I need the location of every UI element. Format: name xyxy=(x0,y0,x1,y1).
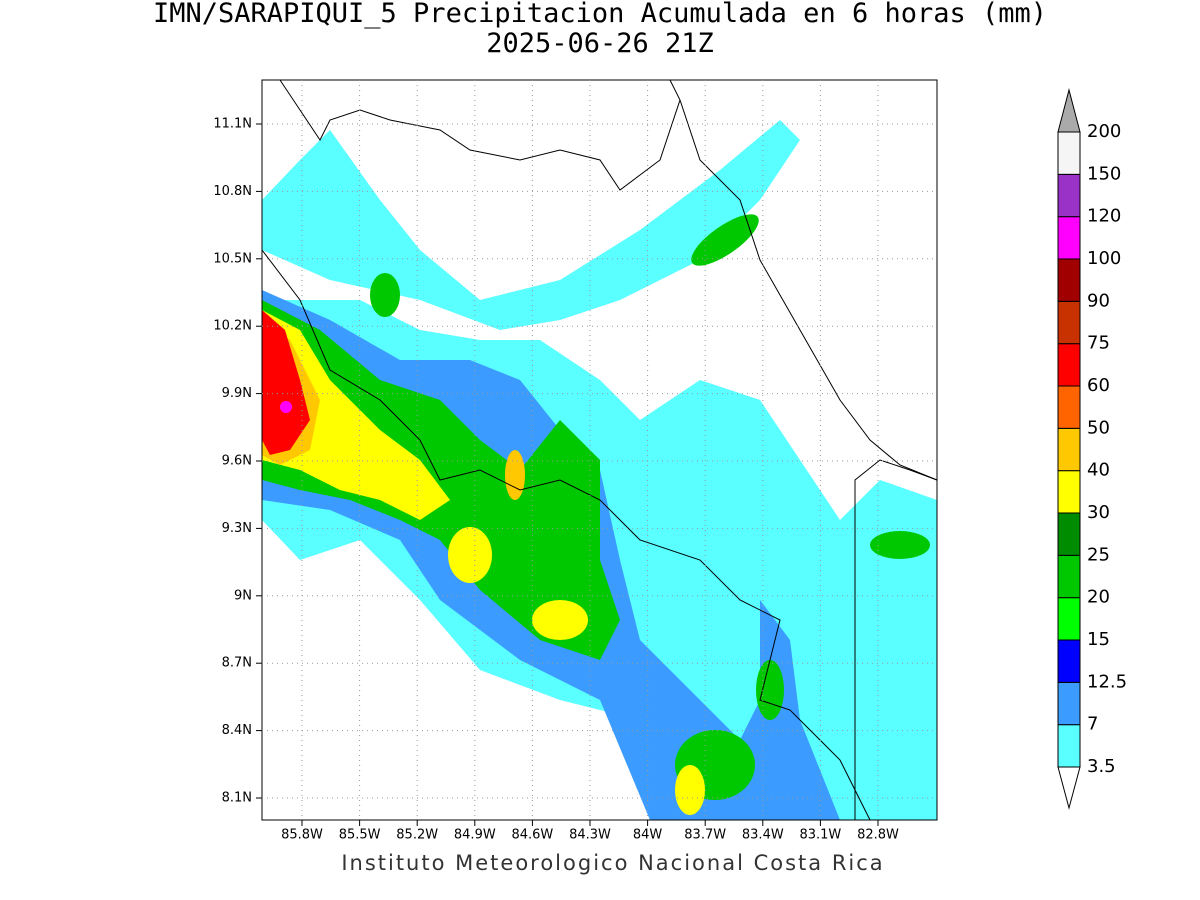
colorbar-label: 50 xyxy=(1087,417,1110,438)
lon-label: 84.6W xyxy=(511,828,553,843)
precip-area xyxy=(532,600,588,640)
coastline xyxy=(679,99,938,481)
lon-label: 84.9W xyxy=(454,828,496,843)
lon-label: 82.8W xyxy=(857,828,899,843)
subtitle: 2025-06-26 21Z xyxy=(486,28,714,59)
lon-label: 85.8W xyxy=(281,828,323,843)
colorbar-box xyxy=(1057,724,1081,768)
colorbar-low xyxy=(1057,766,1081,810)
lat-label: 9.3N xyxy=(222,521,252,536)
title: IMN/SARAPIQUI_5 Precipitacion Acumulada … xyxy=(153,0,1047,29)
coastline xyxy=(279,79,681,191)
colorbar-label: 200 xyxy=(1087,121,1121,142)
lon-label: 85.5W xyxy=(339,828,381,843)
precip-area xyxy=(756,660,784,720)
colorbar-label: 12.5 xyxy=(1087,671,1127,692)
lon-label: 83.4W xyxy=(742,828,784,843)
colorbar-label: 20 xyxy=(1087,587,1110,608)
precip-area xyxy=(262,120,800,330)
lon-label: 85.2W xyxy=(396,828,438,843)
colorbar-box xyxy=(1057,681,1081,726)
lat-label: 9.9N xyxy=(222,386,252,401)
map-frame xyxy=(261,79,938,821)
lat-label: 9.6N xyxy=(222,454,252,469)
precip-area xyxy=(280,401,292,413)
precip-area xyxy=(370,273,400,317)
colorbar-box xyxy=(1057,131,1081,175)
colorbar-box xyxy=(1057,343,1081,387)
colorbar-label: 90 xyxy=(1087,290,1110,311)
colorbar-box xyxy=(1057,300,1081,345)
precip-area xyxy=(262,310,450,520)
lat-label: 8.1N xyxy=(222,791,252,806)
colorbar-label: 120 xyxy=(1087,206,1121,227)
lat-label: 9N xyxy=(234,588,252,603)
lat-label: 10.2N xyxy=(213,319,252,334)
colorbar-label: 15 xyxy=(1087,629,1110,650)
colorbar-label: 75 xyxy=(1087,333,1110,354)
lat-label: 8.7N xyxy=(222,656,252,671)
lon-label: 83.7W xyxy=(684,828,726,843)
coastlines xyxy=(261,79,938,821)
colorbar-box xyxy=(1057,597,1081,641)
colorbar-box xyxy=(1057,385,1081,429)
colorbar-box xyxy=(1057,470,1081,514)
colorbar-label: 3.5 xyxy=(1087,756,1116,777)
lon-label: 84W xyxy=(633,828,663,843)
colorbar-label: 25 xyxy=(1087,544,1110,565)
precip-area xyxy=(448,527,492,583)
colorbar-box xyxy=(1057,258,1081,302)
lat-label: 11.1N xyxy=(213,117,252,132)
colorbar-high xyxy=(1057,88,1081,133)
lat-label: 10.5N xyxy=(213,251,252,266)
colorbar-box xyxy=(1057,554,1081,599)
colorbar-label: 150 xyxy=(1087,163,1121,184)
precip-field xyxy=(262,120,937,820)
colorbar-label: 100 xyxy=(1087,248,1121,269)
precip-area xyxy=(262,310,310,455)
colorbar-box xyxy=(1057,173,1081,218)
precip-area xyxy=(505,450,525,500)
colorbar-label: 60 xyxy=(1087,375,1110,396)
precip-area xyxy=(675,765,705,815)
border xyxy=(854,459,938,820)
lon-label: 83.1W xyxy=(799,828,841,843)
colorbar-box xyxy=(1057,639,1081,683)
precip-area xyxy=(870,531,930,559)
lat-label: 8.4N xyxy=(222,723,252,738)
colorbar-label: 7 xyxy=(1087,714,1098,735)
colorbar-box xyxy=(1057,216,1081,260)
colorbar-label: 30 xyxy=(1087,502,1110,523)
colorbar-box xyxy=(1057,427,1081,472)
lon-label: 84.3W xyxy=(569,828,611,843)
colorbar-label: 40 xyxy=(1087,460,1110,481)
coastline xyxy=(261,249,871,821)
lat-label: 10.8N xyxy=(213,184,252,199)
precip-area xyxy=(691,214,759,266)
footer: Instituto Meteorologico Nacional Costa R… xyxy=(341,851,884,875)
colorbar-box xyxy=(1057,512,1081,556)
